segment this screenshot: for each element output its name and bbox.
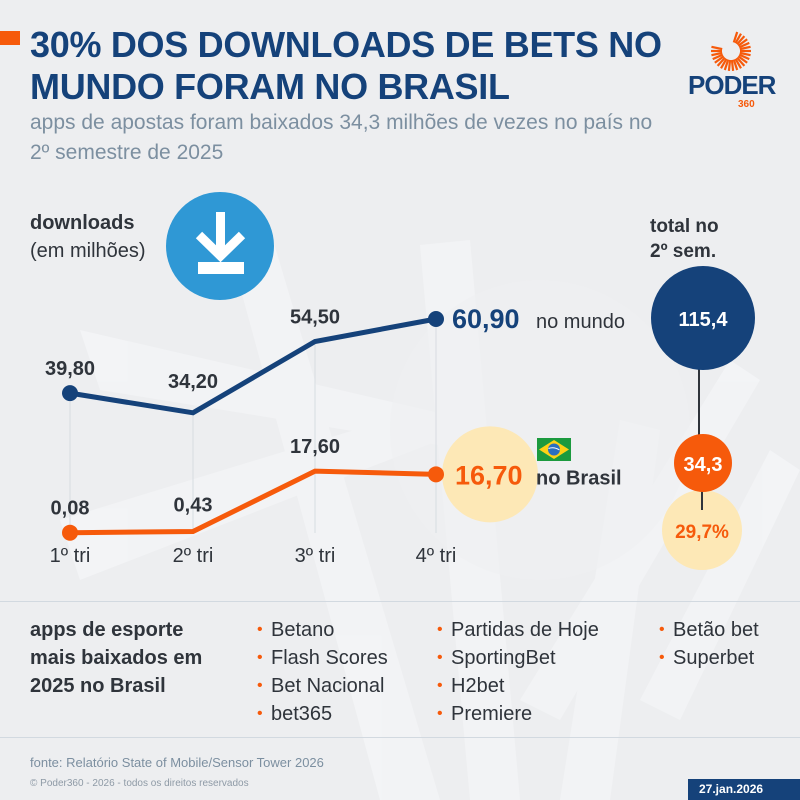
brazil-point [62, 524, 78, 541]
brazil-highlight-circle [442, 426, 538, 523]
world-series-name: no mundo [536, 311, 625, 333]
share-circle [662, 490, 742, 570]
totals-label-line1: total no [650, 216, 719, 237]
app-list-item: Flash Scores [257, 644, 388, 672]
brazil-series-name: no Brasil [536, 467, 622, 489]
world-total-value: 115,4 [679, 309, 729, 331]
sun-ray [714, 55, 725, 64]
data-label: 0,43 [174, 494, 213, 516]
page-title: 30% DOS DOWNLOADS DE BETS NO MUNDO FORAM… [30, 24, 662, 107]
sun-ray [712, 53, 724, 61]
sun-ray [734, 33, 742, 44]
sun-ray [716, 56, 726, 67]
x-tick-label: 3º tri [295, 545, 336, 567]
poder360-logo-icon [711, 31, 751, 72]
app-list-item: Partidas de Hoje [437, 616, 599, 644]
totals-label-line2: 2º sem. [650, 241, 717, 262]
brazil-share-value: 29,7% [675, 522, 729, 543]
world-point [62, 385, 78, 402]
brazil-end-value: 16,70 [455, 460, 523, 490]
sun-ray [720, 58, 728, 69]
chart-unit-label: (em milhões) [30, 240, 146, 262]
sun-ray [734, 58, 742, 69]
sun-ray [736, 56, 746, 67]
sun-ray [739, 45, 751, 51]
brazil-point [428, 466, 444, 483]
data-label: 54,50 [290, 306, 340, 328]
page-subtitle: apps de apostas foram baixados 34,3 milh… [30, 111, 653, 164]
brazil-total-circle [674, 434, 732, 492]
app-list-item: SportingBet [437, 644, 599, 672]
sun-ray [736, 35, 746, 46]
x-tick-label: 2º tri [173, 545, 214, 567]
world-point [428, 311, 444, 327]
world-series-line [69, 316, 437, 416]
brazil-series-line [69, 468, 437, 536]
app-list-item: Premiere [437, 700, 599, 728]
sun-ray [739, 51, 751, 57]
sun-ray [738, 53, 750, 61]
chart-title: downloads [30, 212, 135, 234]
apps-list-column-1: BetanoFlash ScoresBet Nacionalbet365 [257, 616, 388, 728]
sun-ray [711, 51, 723, 57]
apps-list-column-2: Partidas de HojeSportingBetH2betPremiere [437, 616, 599, 728]
copyright-note: © Poder360 - 2026 - todos os direitos re… [30, 778, 249, 789]
x-tick-label: 1º tri [50, 545, 91, 567]
sun-ray [723, 59, 730, 71]
app-list-item: Betano [257, 616, 388, 644]
app-list-item: Bet Nacional [257, 672, 388, 700]
logo-wordmark: PODER [688, 70, 776, 100]
sun-ray [737, 55, 748, 64]
app-list-item: Betão bet [659, 616, 759, 644]
apps-list-column-3: Betão betSuperbet [659, 616, 759, 672]
sun-ray [727, 59, 732, 72]
section-divider-bottom [0, 737, 800, 738]
apps-title-text: apps de esporte mais baixados em 2025 no… [30, 619, 203, 697]
app-list-item: H2bet [437, 672, 599, 700]
totals-label: total no 2º sem. [650, 214, 770, 264]
sun-ray [711, 45, 723, 51]
sun-ray [732, 59, 739, 71]
apps-section-title: apps de esporte mais baixados em 2025 no… [30, 616, 230, 700]
logo-number: 360 [738, 99, 755, 110]
title-accent-bar [0, 31, 20, 45]
brazil-total-value: 34,3 [684, 454, 723, 476]
source-note: fonte: Relatório State of Mobile/Sensor … [30, 755, 324, 770]
world-total-circle [651, 266, 755, 370]
date-badge: 27.jan.2026 [688, 779, 800, 800]
sun-ray [738, 41, 750, 49]
download-icon [166, 192, 274, 300]
app-list-item: bet365 [257, 700, 388, 728]
downloads-line-chart: 39,80 34,20 54,50 0,08 0,43 17,60 1º tri 2º tr… [45, 266, 755, 570]
sun-ray [732, 31, 739, 43]
sun-ray [737, 38, 748, 47]
app-list-item: Superbet [659, 644, 759, 672]
section-divider-top [0, 601, 800, 602]
x-tick-label: 4º tri [416, 545, 457, 567]
data-label: 39,80 [45, 358, 95, 380]
world-end-value: 60,90 [452, 304, 520, 334]
brazil-flag-icon [537, 438, 571, 461]
sun-ray [730, 59, 735, 72]
data-label: 17,60 [290, 436, 340, 458]
data-label: 0,08 [51, 498, 90, 520]
data-label: 34,20 [168, 371, 218, 393]
